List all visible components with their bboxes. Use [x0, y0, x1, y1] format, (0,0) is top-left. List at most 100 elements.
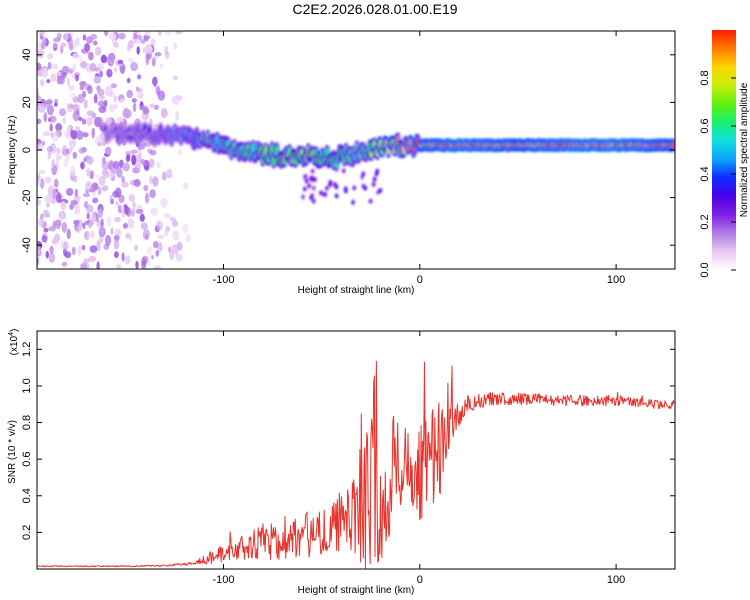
noise-speckle	[84, 220, 89, 226]
snr-frame	[36, 330, 676, 570]
noise-speckle	[134, 244, 138, 251]
y-tick-label: 0	[21, 147, 33, 153]
noise-speckle	[37, 172, 41, 182]
noise-speckle	[108, 90, 115, 98]
noise-speckle	[66, 102, 74, 113]
y-tick-label: 1.2	[21, 342, 33, 357]
noise-speckle	[140, 159, 146, 165]
noise-speckle	[173, 41, 178, 50]
noise-speckle	[89, 214, 97, 224]
noise-speckle	[53, 239, 60, 245]
noise-speckle	[79, 81, 87, 87]
noise-speckle	[114, 216, 121, 223]
noise-speckle	[114, 251, 119, 259]
noise-speckle	[51, 144, 57, 154]
noise-speckle	[157, 234, 165, 240]
ridge-fragment	[310, 177, 315, 183]
noise-speckle	[127, 57, 134, 63]
noise-speckle	[55, 151, 60, 163]
noise-speckle	[55, 122, 63, 132]
noise-speckle	[140, 142, 148, 147]
noise-speckle	[159, 63, 164, 70]
noise-speckle	[72, 52, 80, 59]
noise-speckle	[178, 148, 182, 156]
noise-speckle	[101, 185, 109, 192]
noise-speckle	[110, 83, 118, 89]
colorbar: 0.0 0.2 0.4 0.6 0.8 Normalized spectral ampl…	[699, 30, 750, 278]
noise-speckle	[130, 61, 139, 72]
noise-speckle	[56, 71, 62, 77]
noise-speckle	[59, 211, 64, 222]
noise-speckle	[63, 33, 69, 41]
noise-speckle	[161, 171, 167, 181]
noise-speckle	[48, 252, 56, 263]
noise-speckle	[134, 163, 142, 170]
noise-speckle	[145, 54, 150, 66]
noise-speckle	[49, 245, 54, 255]
noise-speckle	[171, 95, 180, 105]
noise-speckle	[91, 127, 95, 139]
noise-speckle	[113, 160, 120, 170]
noise-speckle	[77, 245, 82, 256]
ridge-fragment	[328, 182, 333, 188]
noise-speckle	[163, 212, 172, 219]
noise-speckle	[52, 43, 59, 48]
noise-speckle	[106, 68, 113, 78]
noise-speckle	[70, 199, 78, 206]
x-tick-label: -100	[212, 574, 234, 586]
snr-y-ticks: 0.2 0.4 0.6 0.8 1.0 1.2	[21, 342, 675, 540]
noise-speckle	[98, 208, 103, 219]
noise-speckle	[77, 93, 85, 104]
noise-speckle	[127, 218, 135, 229]
noise-speckle	[52, 63, 59, 70]
noise-speckle	[53, 233, 61, 242]
noise-speckle	[114, 228, 122, 237]
noise-speckle	[46, 99, 53, 105]
noise-speckle	[148, 158, 155, 168]
noise-speckle	[85, 230, 90, 241]
noise-speckle	[39, 78, 45, 87]
ridge-fragment	[313, 177, 317, 183]
ridge-fragment	[307, 183, 312, 189]
noise-speckle	[121, 252, 125, 262]
noise-speckle	[160, 108, 168, 119]
ridge-fragment	[368, 198, 373, 204]
noise-speckle	[37, 138, 42, 145]
noise-speckle	[133, 38, 141, 44]
noise-speckle	[58, 155, 63, 160]
ridge-fragment	[323, 192, 328, 197]
noise-speckle	[124, 150, 131, 156]
noise-speckle	[171, 220, 179, 227]
noise-speckle	[152, 240, 159, 249]
noise-speckle	[58, 108, 67, 117]
noise-speckle	[72, 39, 78, 49]
snr-y-label: SNR (10 * v/v)	[7, 420, 18, 484]
ridge-fragment	[311, 185, 316, 191]
noise-speckle	[67, 68, 74, 74]
noise-speckle	[121, 181, 129, 188]
noise-speckle	[69, 166, 76, 177]
noise-speckle	[94, 116, 102, 128]
y-tick-label: -20	[21, 190, 33, 206]
noise-speckle	[120, 175, 125, 183]
noise-speckle	[150, 38, 156, 46]
noise-speckle	[61, 261, 68, 267]
noise-speckle	[37, 118, 42, 125]
noise-speckle	[37, 218, 44, 227]
noise-speckle	[157, 90, 166, 101]
noise-speckle	[172, 230, 180, 241]
noise-speckle	[88, 51, 94, 61]
noise-speckle	[113, 67, 118, 73]
noise-speckle	[54, 102, 58, 107]
noise-speckle	[185, 233, 191, 243]
noise-speckle	[136, 86, 140, 91]
noise-speckle	[137, 74, 142, 80]
noise-speckle	[47, 151, 51, 160]
ridge-fragment	[361, 171, 366, 177]
noise-speckle	[122, 223, 129, 229]
noise-speckle	[37, 245, 41, 255]
ridge-fragment	[372, 176, 377, 182]
noise-speckle	[132, 201, 136, 207]
spectrogram-panel: -100 0 100 -40 -20 0 20 40 Height of straight …	[7, 30, 676, 296]
noise-speckle	[126, 207, 132, 217]
